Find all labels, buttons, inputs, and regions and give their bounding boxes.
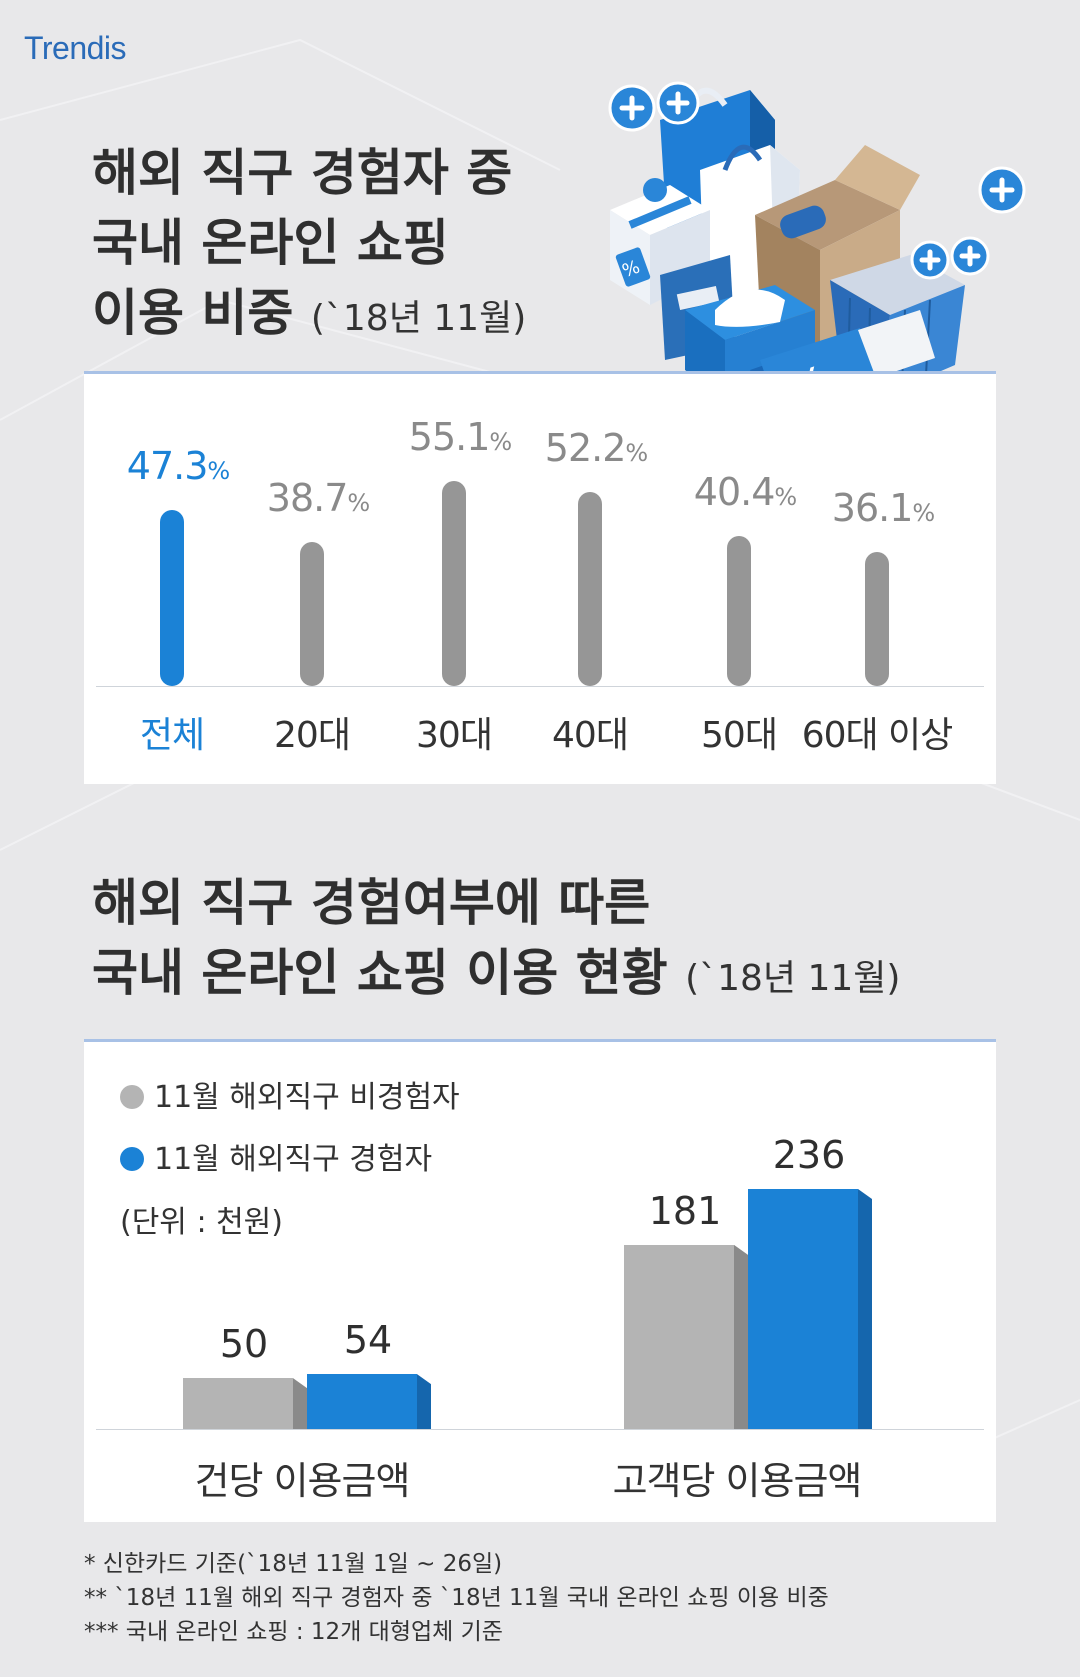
bar-age-2 — [442, 481, 466, 686]
section2-title: 해외 직구 경험여부에 따른 국내 온라인 쇼핑 이용 현황 (`18년 11월… — [92, 868, 900, 1014]
age-share-chart: 47.3% 전체 38.7% 20대 55.1% 30대 52.2% 40대 40.4% 50대 3… — [84, 374, 996, 784]
bar-value-label: 52.2% — [544, 425, 648, 470]
legend-label: 11월 해외직구 경험자 — [154, 1142, 433, 1177]
footnote: *** 국내 온라인 쇼핑 : 12개 대형업체 기준 — [84, 1619, 503, 1645]
bar-value-label: 54 — [343, 1318, 393, 1363]
section2-title-line: 해외 직구 경험여부에 따른 — [92, 874, 651, 932]
category-label: 고객당 이용금액 — [612, 1459, 863, 1503]
bar-value-label: 40.4% — [693, 469, 797, 514]
footnote: * 신한카드 기준(`18년 11월 1일 ~ 26일) — [84, 1551, 503, 1577]
category-label: 건당 이용금액 — [194, 1459, 411, 1503]
age-share-chart-panel: 47.3% 전체 38.7% 20대 55.1% 30대 52.2% 40대 40.4% 50대 3… — [84, 371, 996, 784]
unit-label: (단위 : 천원) — [120, 1205, 283, 1240]
bar-value-label: 55.1% — [408, 415, 512, 459]
brand-logo: Trendis — [24, 30, 127, 66]
bar-age-4 — [727, 535, 751, 686]
section2-title-note: (`18년 11월) — [685, 958, 901, 999]
section1-title-line: 국내 온라인 쇼핑 — [92, 214, 449, 272]
section1-title-line: 해외 직구 경험자 중 — [92, 144, 513, 202]
bar-age-5 — [865, 551, 889, 686]
spending-chart-panel: 11월 해외직구 비경험자 11월 해외직구 경험자 (단위 : 천원) 50 5… — [84, 1039, 996, 1522]
legend-label: 11월 해외직구 비경험자 — [154, 1080, 460, 1115]
section1-title-line: 이용 비중 — [92, 284, 294, 342]
section1-title: 해외 직구 경험자 중 국내 온라인 쇼핑 이용 비중 (`18년 11월) — [92, 138, 526, 354]
footnotes: * 신한카드 기준(`18년 11월 1일 ~ 26일) ** `18년 11월… — [84, 1547, 829, 1649]
category-label: 50대 — [701, 715, 778, 756]
legend-item-non-buyers: 11월 해외직구 비경험자 — [120, 1072, 460, 1116]
footnote: ** `18년 11월 해외 직구 경험자 중 `18년 11월 국내 온라인 … — [84, 1585, 829, 1611]
legend-swatch-gray — [120, 1085, 144, 1109]
bar-value-label: 36.1% — [831, 485, 935, 530]
bar-value-label: 50 — [219, 1322, 269, 1367]
category-label: 20대 — [274, 715, 351, 756]
shopping-illustration: % % — [608, 81, 1026, 425]
category-label: 30대 — [416, 715, 493, 756]
section2-title-line: 국내 온라인 쇼핑 이용 현황 — [92, 944, 668, 1002]
chart2-baseline — [96, 1429, 984, 1430]
bar-non-buyer — [183, 1378, 307, 1429]
bar-non-buyer — [624, 1244, 748, 1429]
bar-value-label: 38.7% — [266, 476, 370, 521]
legend-swatch-blue — [120, 1147, 144, 1171]
bar-value-label: 47.3% — [126, 444, 230, 489]
category-label: 60대 이상 — [801, 715, 954, 756]
bar-age-1 — [300, 542, 324, 686]
category-label: 40대 — [552, 715, 629, 756]
category-label: 전체 — [139, 715, 205, 756]
section1-title-note: (`18년 11월) — [310, 298, 527, 339]
bar-value-label: 236 — [772, 1133, 846, 1177]
spending-chart: 50 54 건당 이용금액 181 236 고객당 이용금액 — [84, 1042, 996, 1522]
bar-value-label: 181 — [648, 1188, 722, 1233]
legend-item-buyers: 11월 해외직구 경험자 — [120, 1134, 432, 1178]
bar-age-3 — [578, 491, 602, 686]
bar-total — [160, 510, 184, 686]
bar-buyer — [748, 1189, 872, 1429]
chart1-baseline — [96, 686, 984, 687]
bar-buyer — [307, 1374, 431, 1429]
svg-text:%: % — [620, 256, 643, 282]
